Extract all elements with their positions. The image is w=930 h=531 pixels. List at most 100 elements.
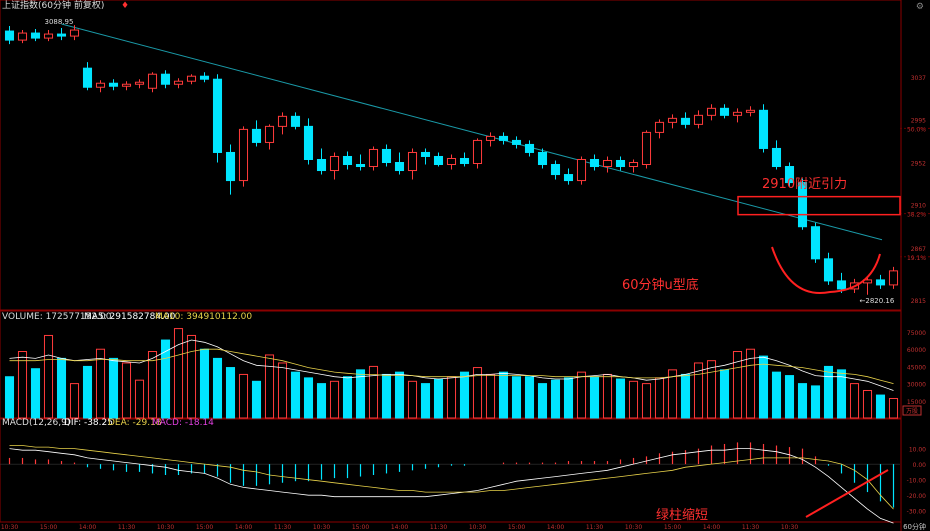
macd-y-tick: -20.00 [907,493,927,500]
candle-body [433,155,444,166]
volume-bar [875,394,886,419]
volume-bar [95,348,106,419]
period-label: 60分钟 [903,522,926,531]
volume-bar [199,348,210,419]
candle-body [472,139,483,165]
price-y-tick: 2867 [911,246,926,253]
candle-body [394,162,405,172]
volume-bar [680,373,691,419]
price-panel-frame [0,0,902,311]
candle-body [212,78,223,153]
volume-bar [797,383,808,419]
macd-panel-frame [0,418,902,523]
candle-body [407,151,418,172]
price-y-tick: 2815 [911,298,926,305]
low-price-label: ←2820.16 [860,297,895,305]
volume-bar [654,377,665,419]
macd-dea-line [9,445,894,510]
candle-body [277,115,288,127]
x-axis-label: 10:30 [157,524,174,531]
candle-body [524,143,535,153]
volume-ma5-line [9,339,894,391]
volume-label: VOLUME: 172577152.00 [2,312,112,322]
volume-bar [888,398,899,419]
candle-body [134,81,145,85]
volume-bar [251,380,262,419]
candle-body [459,157,470,165]
candle-body [251,128,262,143]
candle-body [17,32,28,41]
candle-body [446,157,457,166]
price-y-pct-tick: 19.1% [907,255,926,262]
candle-body [602,159,613,168]
candle-body [355,164,366,168]
volume-y-tick: 30000 [907,382,926,389]
candle-body [342,155,353,166]
volume-bar [43,334,54,419]
x-axis-label: 15:00 [508,524,525,531]
volume-bar [316,383,327,419]
candle-body [498,135,509,141]
trend-line [61,23,883,241]
volume-bar [342,376,353,419]
volume-bar [69,383,80,419]
macd-dea: DEA: -29.18 [108,418,162,428]
high-price-label: 3088.95 [45,18,74,26]
volume-bar [563,377,574,419]
volume-ma10: MA10: 394910112.00 [155,312,253,322]
volume-bar [524,376,535,419]
candle-body [758,109,769,149]
volume-bar [446,376,457,419]
candle-body [147,73,158,89]
info-icon[interactable]: ♦ [121,1,130,11]
candle-body [303,125,314,160]
x-axis-label: 10:30 [781,524,798,531]
volume-bar [134,379,145,419]
volume-bar [108,357,119,419]
volume-bar [433,378,444,419]
candle-body [238,128,249,182]
volume-unit-badge [902,405,922,416]
x-axis-label: 11:30 [430,524,447,531]
x-axis-label: 10:30 [625,524,642,531]
x-axis-label: 10:30 [1,524,18,531]
volume-bar [498,371,509,419]
macd-value: MACD: -18.14 [152,418,214,428]
candle-body [628,162,639,168]
volume-bar [238,373,249,419]
candle-body [654,121,665,133]
candle-body [641,131,652,166]
candle-body [485,135,496,141]
menu-icon[interactable]: ⚙ [915,2,924,12]
candle-body [615,159,626,168]
candle-body [810,226,821,260]
candle-body [550,164,561,176]
volume-bar [277,362,288,419]
candle-body [511,139,522,145]
volume-bar [602,373,613,419]
candle-body [706,107,717,116]
volume-bar [511,376,522,419]
candle-body [693,114,704,125]
candle-body [173,80,184,85]
resistance-box [737,195,901,216]
x-axis-label: 14:00 [703,524,720,531]
macd-y-tick: -10.00 [907,478,927,485]
price-y-tick: 3037 [911,75,926,82]
volume-bar [771,371,782,419]
volume-bar [160,339,171,419]
volume-bar [173,328,184,419]
volume-bar [56,357,67,419]
candle-body [368,148,379,168]
x-axis-label: 10:30 [313,524,330,531]
x-axis-label: 15:00 [352,524,369,531]
x-axis-label: 14:00 [547,524,564,531]
volume-bar [589,376,600,419]
volume-bar [186,334,197,419]
volume-bar [485,373,496,419]
volume-y-tick: 15000 [907,399,926,406]
x-axis-label: 14:00 [391,524,408,531]
volume-bar [30,368,41,419]
candle-body [225,151,236,182]
volume-bar [407,380,418,419]
